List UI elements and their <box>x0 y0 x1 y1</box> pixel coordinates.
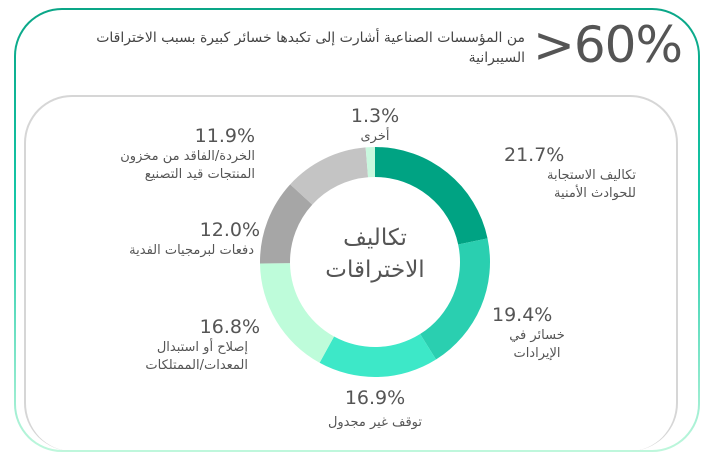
donut-segment <box>420 238 490 360</box>
label-unscheduled-downtime: 16.9% توقف غير مجدول <box>327 387 423 430</box>
headline-text: من المؤسسات الصناعية أشارت إلى تكبدها خس… <box>96 30 525 66</box>
donut-segment <box>365 147 375 178</box>
donut-segment <box>375 147 488 245</box>
label-other: 1.3% أخرى <box>350 105 400 144</box>
donut-segment <box>260 263 335 363</box>
label-revenue-loss: 19.4% خسائر في الإيرادات <box>492 304 565 361</box>
label-equipment-repair: 16.8% إصلاح أو استبدال المعدات/الممتلكات <box>145 316 260 373</box>
label-scrap-inventory: 11.9% الخردة/الفاقد من مخزون المنتجات قي… <box>120 125 255 182</box>
big-stat: >60% <box>532 16 683 74</box>
donut-center-label: تكاليف الاختراقات <box>325 225 425 283</box>
donut-segment <box>319 334 437 377</box>
label-ransomware-payments: 12.0% دفعات لبرمجيات الفدية <box>129 219 260 258</box>
donut-segment <box>260 184 313 264</box>
label-incident-response: 21.7% تكاليف الاستجابة للحوادث الأمنية <box>504 144 636 201</box>
outer-card-frame <box>14 8 700 452</box>
inner-card-frame <box>24 95 678 451</box>
donut-chart <box>260 147 490 377</box>
donut-segment <box>290 147 369 205</box>
